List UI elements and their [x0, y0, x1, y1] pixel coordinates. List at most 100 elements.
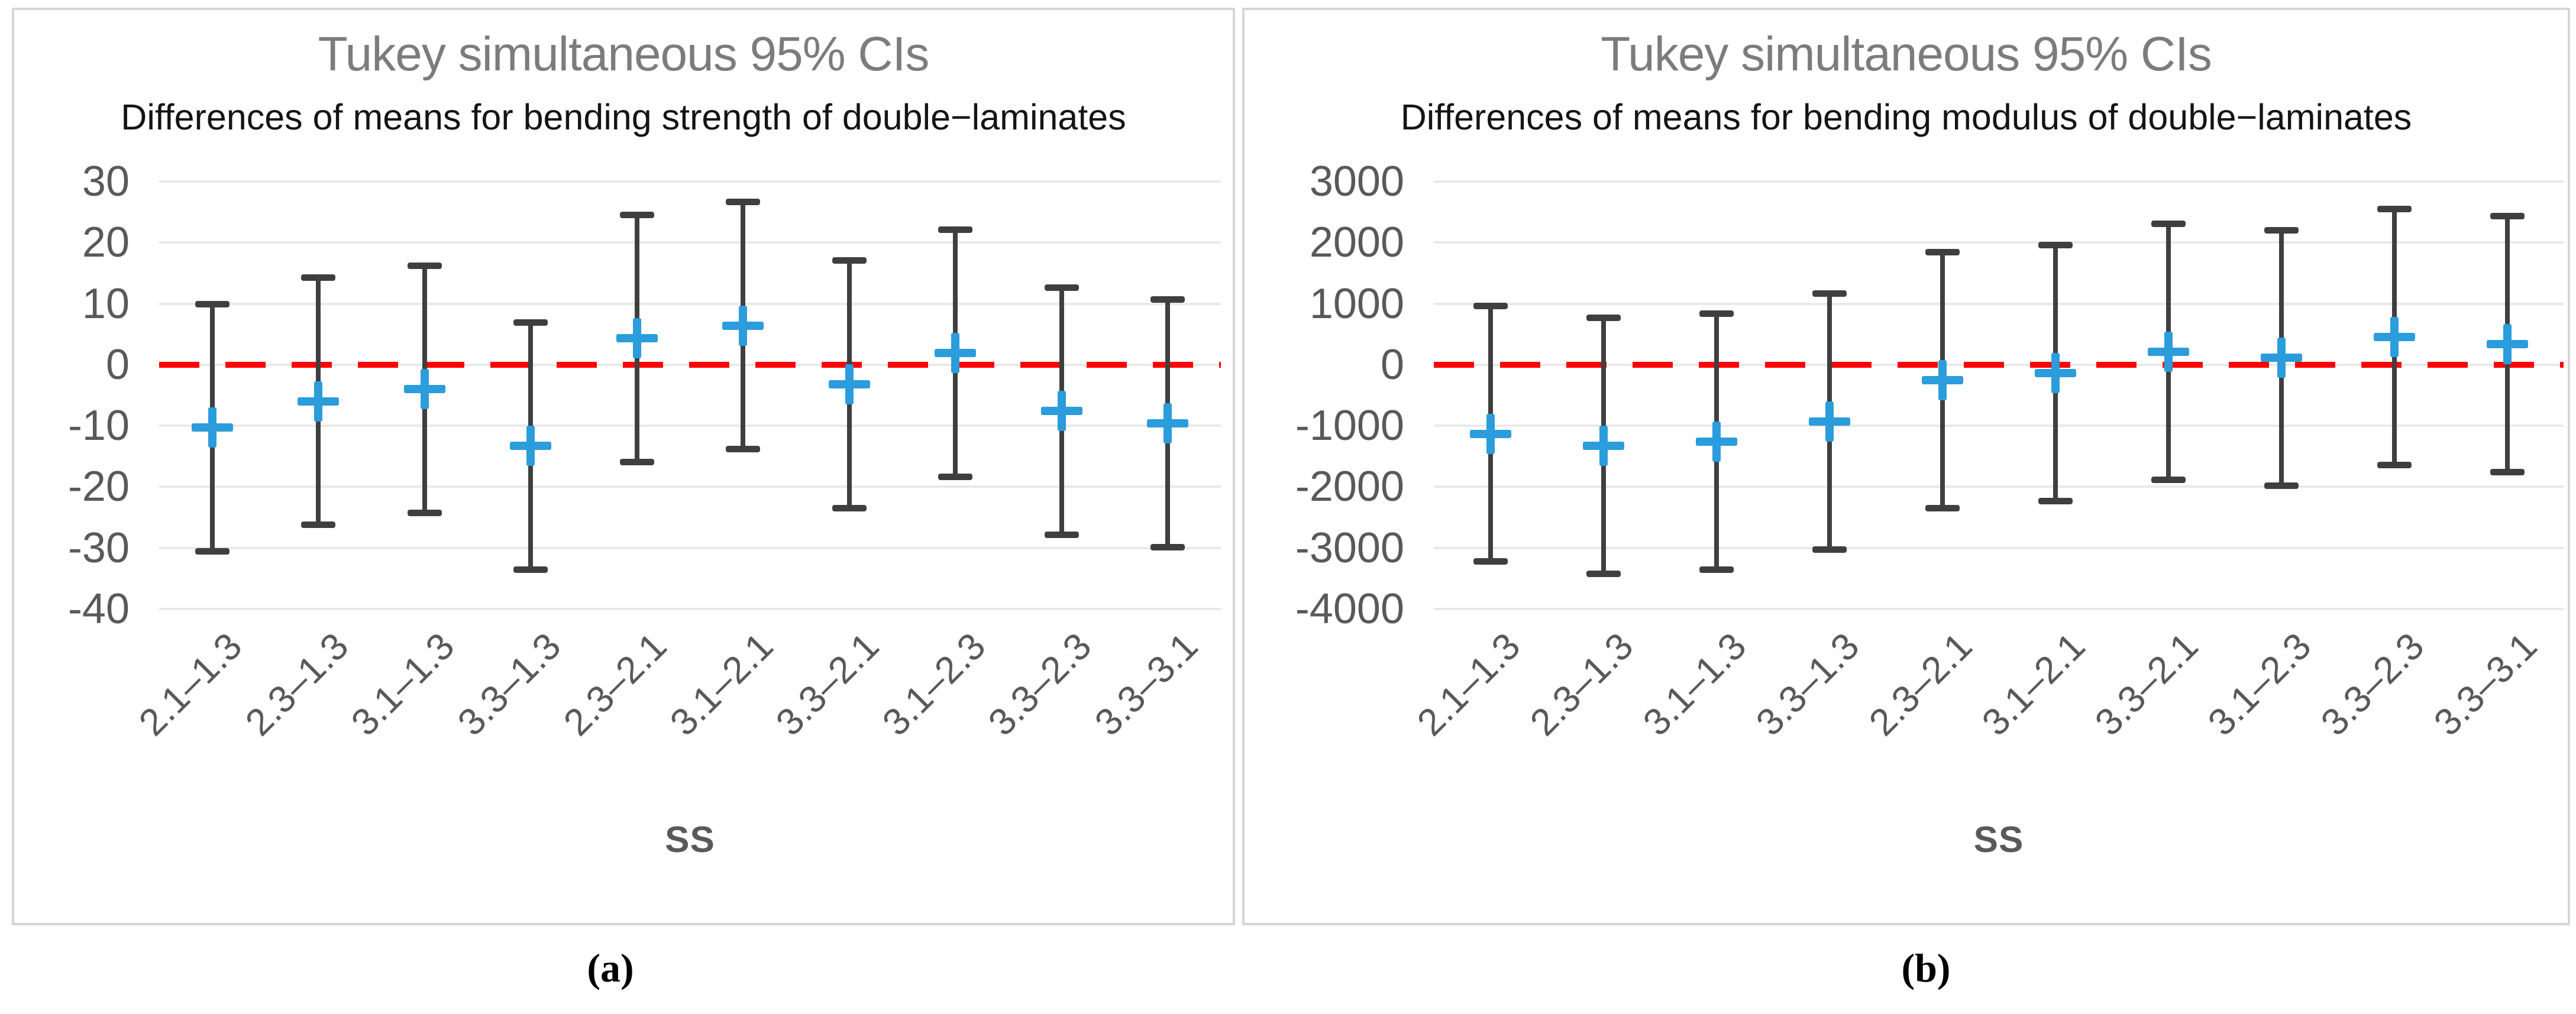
ci-cap-upper	[1044, 284, 1079, 291]
y-tick-label: -3000	[1295, 524, 1404, 572]
ci-cap-lower	[2490, 468, 2525, 475]
x-category-label: 3.1–2.3	[2199, 624, 2319, 744]
mean-marker-vertical	[2277, 338, 2286, 378]
x-category-label: 3.3–1.3	[1747, 624, 1867, 744]
ci-cap-lower	[1586, 571, 1621, 578]
ci-cap-upper	[619, 211, 654, 218]
ci-cap-lower	[195, 548, 230, 555]
mean-marker-vertical	[739, 305, 748, 346]
mean-marker-vertical	[1599, 426, 1608, 466]
gridline	[159, 425, 1221, 427]
ci-cap-upper	[1586, 315, 1621, 322]
y-tick-label: -20	[67, 463, 130, 511]
zero-reference-line	[1434, 361, 2564, 368]
ci-cap-lower	[938, 473, 973, 480]
ci-cap-upper	[832, 257, 867, 264]
y-tick-label: -2000	[1295, 463, 1404, 511]
ci-cap-upper	[301, 274, 336, 281]
x-category-label: 3.1–2.1	[1973, 624, 2093, 744]
gridline	[1434, 546, 2564, 549]
chart-title: Tukey simultaneous 95% CIs	[318, 27, 930, 81]
mean-marker-vertical	[2164, 332, 2173, 372]
y-tick-label: -30	[67, 524, 130, 572]
ci-cap-upper	[2264, 226, 2299, 234]
x-category-label: 3.3–2.1	[767, 624, 887, 744]
x-category-label: 2.3–2.1	[1860, 624, 1980, 744]
zero-reference-line	[159, 361, 1221, 368]
y-tick-label: -4000	[1295, 585, 1404, 633]
gridline	[1434, 425, 2564, 427]
mean-marker-vertical	[951, 333, 960, 374]
x-category-label: 3.3–2.3	[980, 624, 1100, 744]
ci-cap-lower	[2151, 477, 2186, 484]
gridline	[1434, 241, 2564, 244]
y-tick-label: 0	[105, 341, 130, 388]
x-category-label: 2.3–1.3	[1521, 624, 1641, 744]
chart-subtitle: Differences of means for bending strengt…	[121, 97, 1126, 137]
ci-cap-lower	[301, 521, 336, 529]
ci-cap-upper	[2377, 206, 2412, 213]
mean-marker-vertical	[1825, 401, 1834, 442]
gridline	[159, 608, 1221, 610]
ci-cap-lower	[832, 504, 867, 511]
mean-marker-vertical	[208, 407, 216, 448]
x-category-label: 3.1–2.1	[661, 624, 781, 744]
x-category-label: 3.1–1.3	[342, 624, 463, 744]
gridline	[159, 485, 1221, 488]
mean-marker-vertical	[314, 381, 323, 422]
chart-panel-a: Tukey simultaneous 95% CIs Differences o…	[12, 8, 1235, 925]
ci-cap-upper	[2038, 242, 2073, 249]
mean-marker-vertical	[526, 426, 535, 466]
gridline	[1434, 180, 2564, 183]
ci-cap-lower	[1925, 504, 1960, 511]
x-axis-title: SS	[1973, 819, 2024, 860]
y-tick-label: -1000	[1295, 402, 1404, 450]
x-category-label: 2.1–1.3	[130, 624, 250, 744]
x-category-label: 3.1–1.3	[1634, 624, 1754, 744]
y-tick-label: 10	[82, 280, 130, 328]
ci-cap-lower	[1150, 543, 1185, 550]
ci-cap-upper	[513, 319, 548, 326]
ci-cap-upper	[2151, 221, 2186, 228]
ci-cap-lower	[1812, 546, 1847, 553]
x-category-label: 2.3–1.3	[237, 624, 357, 744]
subfigure-label-a: (a)	[587, 945, 634, 990]
ci-cap-upper	[1699, 310, 1734, 318]
x-category-label: 3.3–3.1	[2425, 624, 2545, 744]
y-tick-label: 0	[1380, 341, 1404, 388]
x-axis-title: SS	[665, 819, 715, 860]
gridline	[159, 180, 1221, 183]
y-tick-label: -10	[67, 402, 130, 450]
ci-cap-upper	[1473, 302, 1508, 309]
chart-subtitle: Differences of means for bending modulus…	[1400, 97, 2412, 137]
y-tick-label: 2000	[1309, 219, 1404, 267]
mean-marker-vertical	[2503, 323, 2512, 364]
mean-marker-vertical	[1712, 421, 1721, 462]
mean-marker-vertical	[2051, 353, 2060, 394]
ci-cap-lower	[619, 459, 654, 466]
ci-cap-lower	[407, 509, 442, 516]
gridline	[1434, 485, 2564, 488]
ci-cap-lower	[1699, 566, 1734, 573]
ci-cap-lower	[513, 566, 548, 573]
y-tick-label: 3000	[1309, 158, 1404, 205]
ci-cap-upper	[1150, 296, 1185, 303]
ci-cap-upper	[938, 226, 973, 233]
mean-marker-vertical	[845, 364, 854, 404]
ci-cap-upper	[726, 199, 761, 206]
chart-title: Tukey simultaneous 95% CIs	[1601, 27, 2212, 81]
mean-marker-vertical	[1486, 413, 1495, 454]
chart-panel-b: Tukey simultaneous 95% CIs Differences o…	[1242, 8, 2570, 925]
mean-marker-vertical	[420, 369, 429, 410]
x-category-label: 3.3–3.1	[1086, 624, 1206, 744]
ci-cap-lower	[2377, 462, 2412, 469]
gridline	[159, 546, 1221, 549]
y-tick-label: -40	[67, 585, 130, 633]
y-tick-label: 20	[82, 219, 130, 267]
x-category-label: 3.3–2.1	[2086, 624, 2206, 744]
subfigure-label-b: (b)	[1901, 945, 1951, 990]
mean-marker-vertical	[2390, 317, 2399, 358]
ci-cap-lower	[1044, 532, 1079, 539]
gridline	[1434, 302, 2564, 305]
